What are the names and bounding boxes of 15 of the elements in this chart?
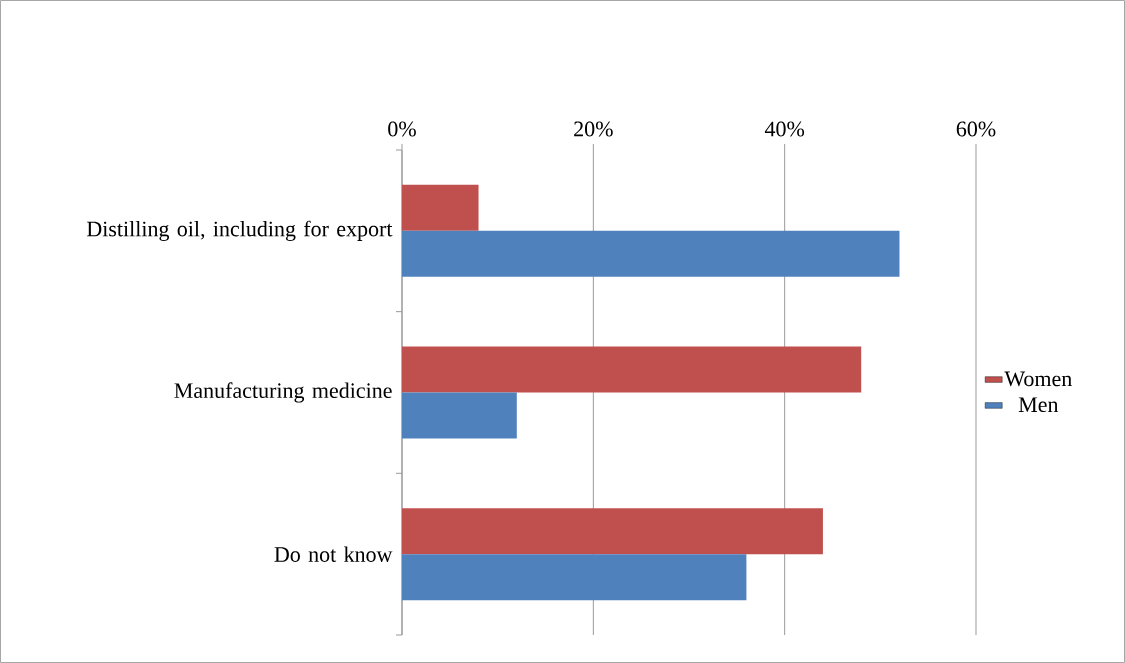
y-tick-label: Manufacturing medicine: [174, 382, 392, 403]
x-tick-label: 60%: [956, 121, 996, 137]
legend-label: Men: [1018, 397, 1059, 413]
bar: [402, 346, 862, 393]
y-tick-label: Do not know: [274, 546, 393, 562]
bar: [402, 554, 747, 601]
y-tick-label: Distilling oil, including for export: [86, 220, 393, 241]
bar: [402, 230, 900, 277]
x-tick-label: 40%: [764, 121, 805, 137]
x-tick-label: 0%: [388, 121, 416, 137]
x-tick-label: 20%: [574, 121, 613, 137]
bar: [402, 184, 479, 231]
legend-label: Women: [1004, 371, 1072, 387]
bar: [402, 392, 517, 439]
bar: [402, 508, 823, 555]
